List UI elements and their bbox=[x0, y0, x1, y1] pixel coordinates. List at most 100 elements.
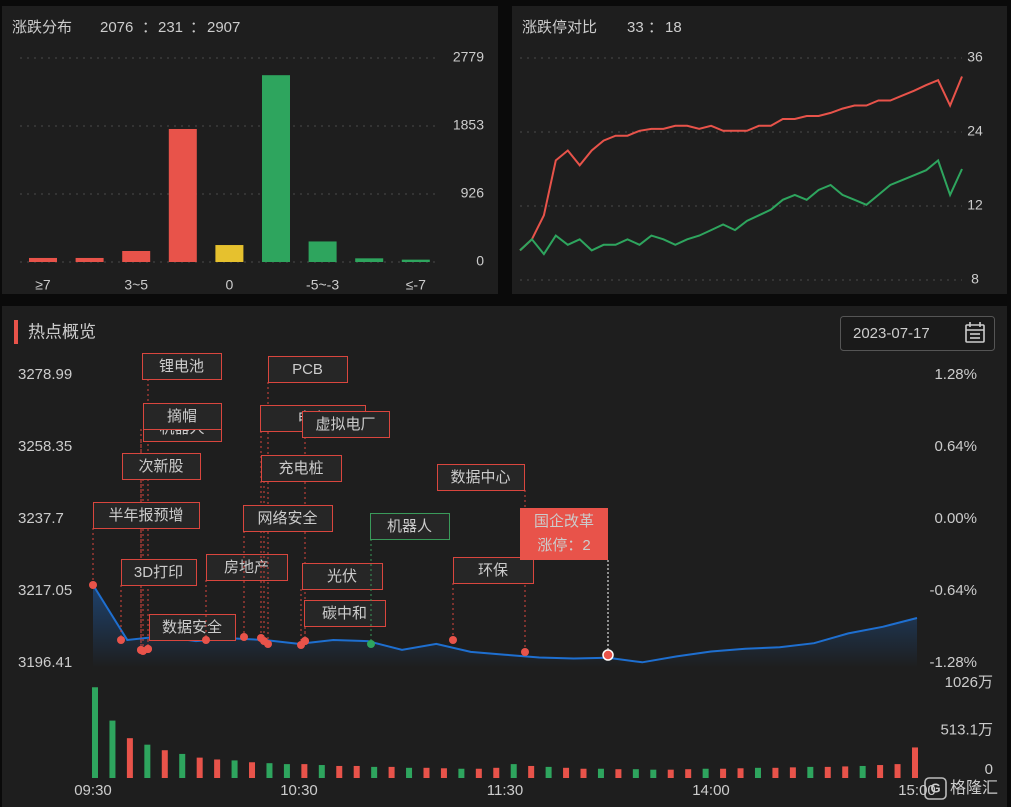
volume-bar bbox=[283, 764, 290, 778]
volume-bar bbox=[318, 765, 325, 778]
series-line bbox=[519, 158, 963, 256]
annotation-box[interactable] bbox=[370, 513, 450, 540]
volume-tick-label: 513.1万 bbox=[940, 721, 993, 738]
volume-bar bbox=[458, 768, 465, 778]
volume-bar bbox=[859, 765, 866, 778]
calendar-icon[interactable] bbox=[965, 322, 985, 343]
date[interactable]: 2023-07-17 bbox=[853, 325, 930, 342]
x-tick-label: 14:00 bbox=[692, 782, 730, 799]
x-tick-label: 11:30 bbox=[487, 782, 523, 799]
volume-bar bbox=[545, 766, 552, 778]
panel-title: 热点概览 bbox=[28, 322, 96, 341]
annotation-box[interactable] bbox=[122, 453, 201, 480]
volume-bar bbox=[214, 759, 221, 778]
annotation-label[interactable]: 机器人 bbox=[387, 518, 432, 535]
volume-bar bbox=[702, 768, 709, 778]
bar bbox=[168, 128, 197, 262]
volume-bar bbox=[912, 747, 918, 778]
y-tick-label: 8 bbox=[971, 271, 979, 287]
x-tick-label: -5~-3 bbox=[306, 277, 339, 293]
volume-bar bbox=[737, 768, 744, 778]
volume-bar bbox=[423, 767, 430, 778]
y-tick-label: 12 bbox=[967, 197, 983, 213]
annotation-box[interactable] bbox=[437, 464, 525, 491]
y-tick-label: 2779 bbox=[453, 49, 484, 65]
annotation-box[interactable] bbox=[143, 403, 222, 430]
annotation-label[interactable]: PCB bbox=[292, 361, 323, 378]
panel bbox=[2, 6, 498, 294]
volume-bar bbox=[563, 767, 570, 778]
annotation-box[interactable] bbox=[206, 554, 288, 581]
y-tick-label: 36 bbox=[967, 49, 983, 65]
volume-bar bbox=[597, 768, 604, 778]
annotation-label[interactable]: 半年报预增 bbox=[108, 507, 183, 524]
panel bbox=[512, 6, 1007, 294]
annotation-label[interactable]: 环保 bbox=[478, 562, 508, 579]
annotation-label[interactable]: 次新股 bbox=[138, 458, 183, 475]
annotation-box[interactable] bbox=[149, 614, 236, 641]
annotation-box[interactable] bbox=[302, 563, 383, 590]
annotation-box[interactable] bbox=[268, 356, 348, 383]
stat-value: 231 bbox=[158, 19, 183, 36]
y-tick-label: 0 bbox=[476, 253, 484, 269]
event-dot bbox=[117, 636, 125, 644]
event-dot bbox=[301, 637, 309, 645]
annotation-label[interactable]: 数据安全 bbox=[162, 618, 222, 636]
event-dot bbox=[521, 648, 529, 656]
volume-bar bbox=[528, 765, 535, 778]
annotation-box[interactable] bbox=[261, 455, 342, 482]
date-picker[interactable] bbox=[840, 316, 995, 351]
volume-bar bbox=[754, 767, 761, 778]
y2-tick-label: -0.64% bbox=[929, 582, 977, 599]
volume-bar bbox=[301, 764, 308, 778]
volume-bar bbox=[772, 767, 779, 778]
volume-bar bbox=[406, 767, 413, 778]
annotation-box[interactable] bbox=[142, 353, 222, 380]
annotation-box[interactable] bbox=[93, 502, 200, 529]
separator: ： bbox=[142, 19, 157, 36]
volume-bar bbox=[685, 769, 692, 778]
annotation-box[interactable] bbox=[121, 559, 197, 586]
event-dot bbox=[144, 645, 152, 653]
annotation-label[interactable]: 摘帽 bbox=[167, 407, 197, 425]
annotation-label[interactable]: 网络安全 bbox=[257, 509, 317, 527]
annotation-label[interactable]: 3D打印 bbox=[134, 564, 183, 581]
y-tick-label: 926 bbox=[461, 185, 485, 201]
watermark: 格隆汇 bbox=[950, 779, 998, 797]
title-marker bbox=[14, 320, 18, 344]
annotation-box[interactable] bbox=[304, 600, 386, 627]
volume-bar bbox=[179, 753, 186, 778]
y-tick-label: 3258.35 bbox=[18, 438, 72, 455]
volume-bar bbox=[336, 765, 343, 778]
bar bbox=[122, 250, 151, 262]
stat-value: 2907 bbox=[207, 19, 240, 36]
y-tick-label: 3217.05 bbox=[18, 582, 72, 599]
annotation-label[interactable]: 充电桩 bbox=[278, 460, 323, 477]
annotation-label[interactable]: 房地产 bbox=[224, 559, 269, 576]
annotation-label[interactable]: 数据中心 bbox=[450, 469, 510, 486]
annotation-box[interactable] bbox=[243, 505, 333, 532]
annotation-label[interactable]: 光伏 bbox=[327, 568, 357, 585]
volume-bar bbox=[249, 762, 256, 778]
volume-bar bbox=[475, 768, 482, 778]
volume-bar bbox=[231, 760, 238, 778]
volume-bar bbox=[161, 750, 168, 778]
volume-bar bbox=[144, 744, 151, 778]
logo-glyph: G bbox=[930, 780, 940, 795]
event-dot bbox=[260, 637, 268, 645]
event-dot bbox=[367, 640, 375, 648]
annotation-label[interactable]: 碳中和 bbox=[322, 605, 367, 622]
annotation-box[interactable] bbox=[302, 411, 390, 438]
annotation-box[interactable] bbox=[453, 557, 534, 584]
volume-bar bbox=[632, 769, 639, 778]
bar bbox=[308, 241, 337, 262]
y-tick-label: 3237.7 bbox=[18, 510, 64, 527]
x-tick-label: 0 bbox=[226, 277, 234, 293]
annotation-label[interactable]: 虚拟电厂 bbox=[315, 416, 375, 433]
x-tick-label: 3~5 bbox=[124, 277, 148, 293]
stat-value: 2076 bbox=[100, 19, 133, 36]
logo-icon bbox=[924, 777, 947, 800]
bar bbox=[75, 257, 104, 262]
volume-bar bbox=[510, 764, 517, 778]
annotation-label[interactable]: 锂电池 bbox=[159, 358, 204, 375]
